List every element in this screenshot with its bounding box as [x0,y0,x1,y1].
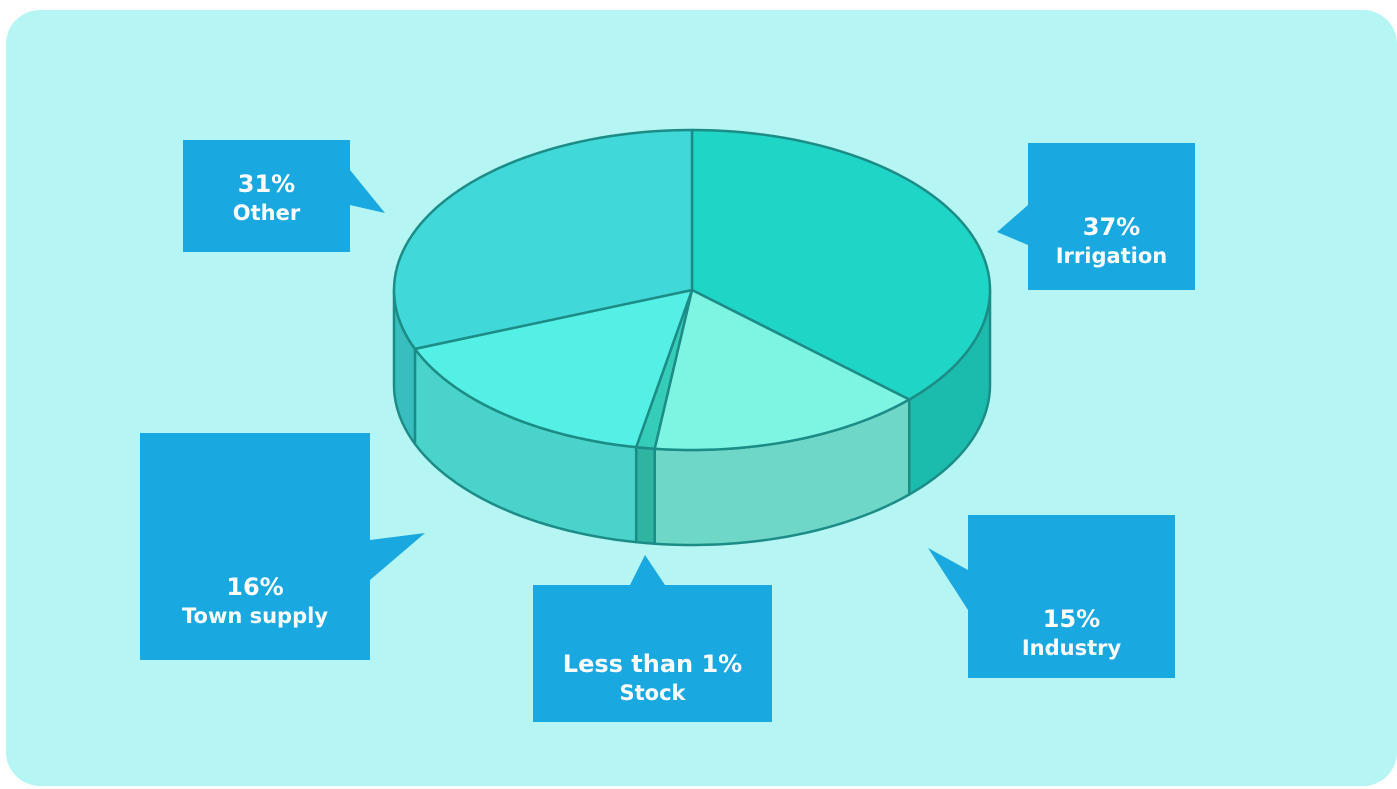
category-label: Stock [619,681,686,705]
category-label: Town supply [182,604,328,628]
callout-box [968,515,1175,678]
slice-side [634,445,656,545]
slice [413,288,694,449]
callout-pointer [997,205,1028,245]
callout-box [533,585,772,722]
callout-pointer [370,533,425,580]
slice [653,288,911,452]
callout-pointer [350,170,385,213]
data-label: Less than 1% [563,650,742,678]
callout-pointer [630,555,665,585]
callout-box [140,433,370,660]
category-label: Industry [1022,636,1122,660]
callout-box [1028,143,1195,290]
slice [690,128,992,401]
slice [392,128,694,351]
category-label: Irrigation [1056,244,1168,268]
data-label: 37% [1083,213,1140,241]
callout-box [183,140,350,252]
data-label: 31% [238,170,295,198]
category-label: Other [233,201,301,225]
callout-pointer [928,548,968,610]
data-label: 15% [1043,605,1100,633]
data-label: 16% [226,573,283,601]
